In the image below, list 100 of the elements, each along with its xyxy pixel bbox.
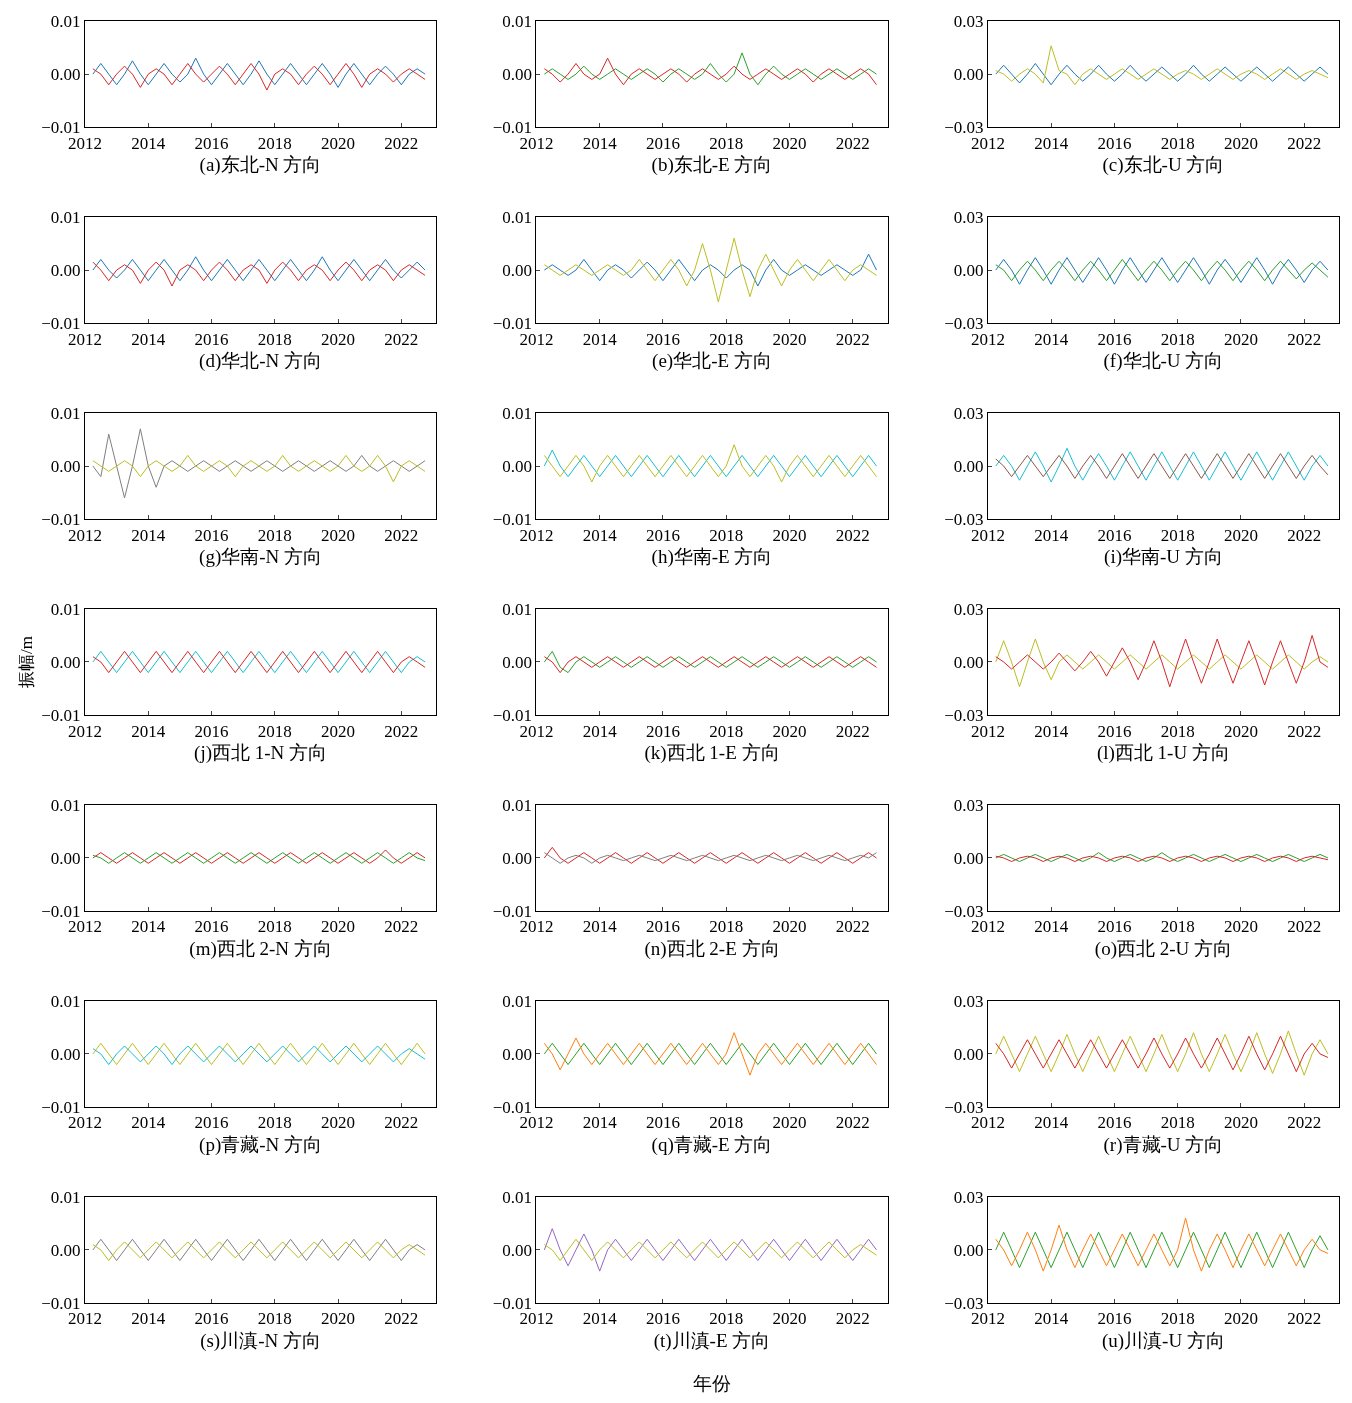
- x-axis-title: (h)华南-E 方向: [651, 546, 773, 569]
- x-tick-label: 2020: [772, 1113, 807, 1133]
- line-series: [995, 62, 1329, 86]
- y-tick-label: 0.00: [953, 848, 984, 868]
- x-axis-title: (b)东北-E 方向: [651, 154, 773, 177]
- y-tick-label: 0.00: [50, 261, 81, 281]
- y-tick-label: 0.00: [953, 456, 984, 476]
- y-tick-label: 0.03: [953, 991, 984, 1011]
- y-tick-label: 0.01: [50, 207, 81, 227]
- y-tick-label: 0.03: [953, 11, 984, 31]
- x-tick-label: 2018: [1160, 525, 1195, 545]
- x-tick-label: 2014: [582, 1309, 618, 1329]
- x-tick-label: 2020: [772, 917, 807, 937]
- y-tick-label: 0.00: [502, 1240, 533, 1260]
- y-tick-label: 0.01: [502, 991, 533, 1011]
- y-tick-label: 0.03: [953, 403, 984, 423]
- x-tick-label: 2016: [645, 721, 680, 741]
- y-tick-label: 0.00: [502, 65, 533, 85]
- x-tick-label: 2018: [257, 721, 292, 741]
- y-tick-label: 0.01: [502, 207, 533, 227]
- x-tick-label: 2014: [582, 133, 618, 153]
- x-tick-label: 2020: [772, 329, 807, 349]
- x-tick-label: 2016: [645, 917, 680, 937]
- text: 年份: [693, 1373, 731, 1394]
- x-tick-label: 2020: [772, 721, 807, 741]
- x-tick-label: 2014: [131, 133, 166, 153]
- x-tick-label: 2022: [384, 721, 419, 741]
- x-tick-label: 2018: [1160, 1113, 1195, 1133]
- y-tick-label: 0.00: [953, 65, 984, 85]
- y-tick-label: 0.01: [502, 1187, 533, 1207]
- x-tick-label: 2014: [582, 1113, 618, 1133]
- x-tick-label: 2020: [1223, 721, 1258, 741]
- y-tick-label: 0.03: [953, 599, 984, 619]
- x-tick-label: 2014: [131, 721, 166, 741]
- x-axis-title: (m)西北 2-N 方向: [189, 938, 332, 961]
- x-tick-label: 2014: [582, 329, 618, 349]
- y-tick-label: 0.01: [50, 1187, 81, 1207]
- y-tick-label: 0.00: [953, 652, 984, 672]
- x-tick-label: 2016: [1097, 917, 1132, 937]
- x-tick-label: 2022: [1287, 1309, 1322, 1329]
- y-tick-label: 0.00: [953, 1240, 984, 1260]
- x-tick-label: 2018: [709, 133, 744, 153]
- y-tick-label: 0.00: [50, 65, 81, 85]
- x-axis-title: (c)东北-U 方向: [1102, 154, 1225, 177]
- x-tick-label: 2020: [321, 1309, 356, 1329]
- x-axis-title: (j)西北 1-N 方向: [194, 742, 328, 765]
- x-tick-label: 2016: [194, 917, 229, 937]
- x-tick-label: 2018: [709, 525, 744, 545]
- x-tick-label: 2018: [709, 917, 744, 937]
- line-series: [543, 1238, 877, 1262]
- line-series: [543, 237, 877, 303]
- line-series: [543, 846, 877, 864]
- x-tick-label: 2018: [709, 1113, 744, 1133]
- x-axis-title: (t)川滇-E 方向: [653, 1330, 771, 1353]
- y-tick-label: 0.00: [502, 652, 533, 672]
- x-axis-title: (f)华北-U 方向: [1103, 350, 1224, 373]
- x-tick-label: 2022: [1287, 329, 1322, 349]
- y-tick-label: 0.01: [50, 11, 81, 31]
- x-tick-label: 2016: [194, 133, 229, 153]
- x-tick-label: 2018: [1160, 1309, 1195, 1329]
- x-tick-label: 2014: [1034, 329, 1069, 349]
- x-tick-label: 2022: [1287, 721, 1322, 741]
- x-tick-label: 2016: [194, 525, 229, 545]
- x-tick-label: 2018: [709, 1309, 744, 1329]
- x-axis-title: (i)华南-U 方向: [1104, 546, 1223, 569]
- x-tick-label: 2022: [835, 721, 870, 741]
- x-tick-label: 2022: [835, 917, 870, 937]
- x-tick-label: 2020: [321, 329, 356, 349]
- x-tick-label: 2022: [384, 525, 419, 545]
- x-tick-label: 2018: [257, 133, 292, 153]
- x-axis-title: (q)青藏-E 方向: [651, 1134, 773, 1157]
- x-tick-label: 2022: [384, 133, 419, 153]
- x-tick-label: 2016: [645, 525, 680, 545]
- y-tick-label: 0.01: [50, 795, 81, 815]
- x-tick-label: 2018: [1160, 721, 1195, 741]
- x-tick-label: 2020: [1223, 329, 1258, 349]
- x-axis-title: (a)东北-N 方向: [199, 154, 322, 177]
- x-tick-label: 2020: [1223, 1309, 1258, 1329]
- x-tick-label: 2018: [709, 329, 744, 349]
- x-tick-label: 2016: [194, 329, 229, 349]
- x-tick-label: 2014: [1034, 133, 1069, 153]
- line-series: [543, 650, 877, 674]
- y-tick-label: 0.00: [50, 456, 81, 476]
- x-tick-label: 2020: [321, 1113, 356, 1133]
- x-tick-label: 2022: [835, 1113, 870, 1133]
- x-tick-label: 2018: [709, 721, 744, 741]
- x-axis-title: (d)华北-N 方向: [199, 350, 323, 373]
- x-tick-label: 2018: [1160, 133, 1195, 153]
- y-tick-label: 0.01: [502, 599, 533, 619]
- x-tick-label: 2014: [131, 329, 166, 349]
- y-tick-label: 0.00: [953, 1044, 984, 1064]
- x-axis-title: (s)川滇-N 方向: [200, 1330, 321, 1353]
- x-tick-label: 2016: [194, 1309, 229, 1329]
- line-series: [543, 656, 877, 674]
- x-tick-label: 2020: [1223, 133, 1258, 153]
- y-tick-label: 0.03: [953, 1187, 984, 1207]
- x-tick-label: 2014: [582, 525, 618, 545]
- x-tick-label: 2014: [131, 1113, 166, 1133]
- line-series: [543, 253, 877, 287]
- x-tick-label: 2022: [1287, 133, 1322, 153]
